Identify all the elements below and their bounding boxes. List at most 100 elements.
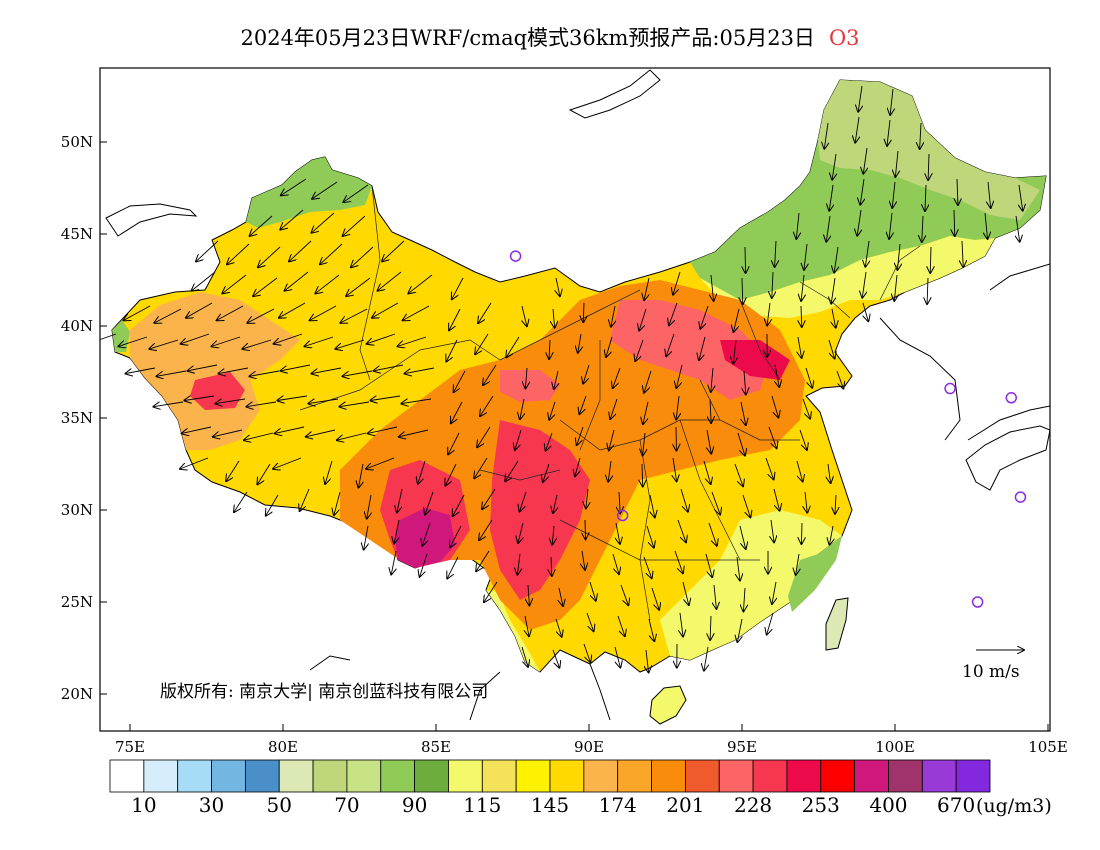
wind-arrow — [556, 277, 560, 296]
wind-arrow — [578, 333, 581, 353]
wind-arrow — [745, 246, 746, 273]
legend-swatch — [549, 759, 585, 793]
wind-arrow — [418, 460, 426, 484]
wind-arrow — [831, 277, 835, 304]
wind-arrow — [451, 401, 463, 423]
wind-arrow — [575, 457, 580, 476]
wind-arrow — [325, 460, 333, 484]
wind-arrow — [454, 370, 466, 392]
wind-arrow — [832, 308, 836, 328]
wind-arrow — [280, 209, 304, 230]
wind-arrow — [771, 519, 774, 542]
legend-label: 228 — [734, 793, 772, 817]
station-marker — [944, 382, 956, 395]
wind-arrow — [449, 308, 461, 330]
wind-arrow — [549, 339, 550, 359]
legend-swatch — [177, 759, 212, 793]
legend-swatch — [786, 759, 822, 793]
lat-tick-label: 45N — [61, 225, 93, 243]
wind-arrow — [733, 308, 740, 332]
wind-arrow — [246, 401, 277, 407]
wind-arrow — [676, 364, 683, 388]
wind-arrow — [611, 305, 615, 327]
wind-arrow — [182, 426, 212, 433]
wind-arrow — [798, 336, 802, 358]
wind-arrow — [281, 178, 307, 195]
wind-arrow — [253, 277, 278, 296]
wind-arrow — [768, 426, 777, 448]
wind-arrow — [680, 612, 683, 637]
wind-arrow — [772, 271, 773, 298]
wind-arrow — [699, 336, 706, 360]
wind-arrow — [920, 122, 921, 149]
lat-tick-label: 40N — [61, 317, 93, 335]
wind-arrow — [930, 246, 931, 273]
legend-swatch — [684, 759, 720, 793]
wind-arrow — [394, 519, 400, 543]
wind-arrow — [855, 116, 859, 143]
wind-arrow — [708, 522, 717, 546]
wind-arrow — [925, 184, 926, 211]
wind-arrow — [515, 429, 522, 450]
species-label: O3 — [828, 26, 860, 50]
wind-arrow — [1019, 184, 1023, 211]
wind-arrow — [742, 494, 750, 517]
wind-arrow — [613, 367, 621, 388]
wind-arrow — [583, 364, 590, 384]
wind-arrow — [646, 525, 654, 548]
wind-arrow — [549, 401, 556, 420]
legend-swatch — [380, 759, 416, 793]
wind-vectors — [100, 85, 1023, 673]
wind-arrow — [642, 463, 643, 486]
station-marker — [1095, 568, 1100, 578]
wind-arrow — [528, 584, 529, 605]
wind-arrow — [346, 277, 371, 296]
legend-swatch — [583, 759, 619, 793]
wind-arrow — [273, 457, 302, 469]
station-marker — [971, 596, 984, 608]
wind-arrow — [279, 302, 306, 318]
wind-arrow — [522, 305, 527, 326]
wind-arrow — [315, 274, 340, 293]
wind-arrow — [643, 432, 645, 456]
wind-arrow — [343, 184, 369, 202]
legend-swatch — [312, 759, 348, 793]
wind-arrow — [676, 395, 679, 420]
wind-arrow — [863, 302, 868, 321]
wind-arrow — [212, 336, 241, 346]
wind-arrow — [186, 302, 213, 318]
legend-swatch — [955, 759, 991, 793]
wind-arrow — [553, 308, 555, 328]
wind-arrow — [704, 646, 708, 671]
wind-arrow — [478, 302, 492, 323]
wind-arrow — [743, 587, 745, 611]
wind-arrow — [742, 277, 743, 304]
wind-arrow — [249, 370, 280, 376]
wind-arrow — [343, 215, 366, 236]
wind-arrow — [737, 432, 745, 456]
wind-arrow — [275, 426, 305, 433]
legend-label: 70 — [334, 793, 359, 817]
northeast-lighter-zone — [818, 80, 1040, 220]
wind-arrow — [805, 367, 812, 388]
wind-arrow — [802, 398, 810, 419]
wind-arrow — [682, 581, 689, 605]
wind-arrow — [483, 364, 497, 385]
wind-arrow — [805, 491, 807, 513]
wind-arrow — [420, 553, 428, 577]
wind-arrow — [606, 336, 613, 357]
wind-arrow — [737, 618, 742, 642]
wind-arrow — [188, 364, 218, 371]
wind-arrow — [521, 646, 528, 667]
wind-arrow — [737, 556, 740, 580]
wind-arrow — [608, 460, 611, 482]
wind-arrow — [700, 305, 709, 329]
wind-arrow — [368, 426, 398, 433]
wind-arrow — [422, 522, 431, 546]
wind-arrow — [609, 429, 615, 450]
wind-arrow — [358, 463, 363, 488]
lat-tick-label: 30N — [61, 501, 93, 519]
wind-arrow — [399, 429, 429, 437]
wind-arrow — [741, 401, 746, 425]
